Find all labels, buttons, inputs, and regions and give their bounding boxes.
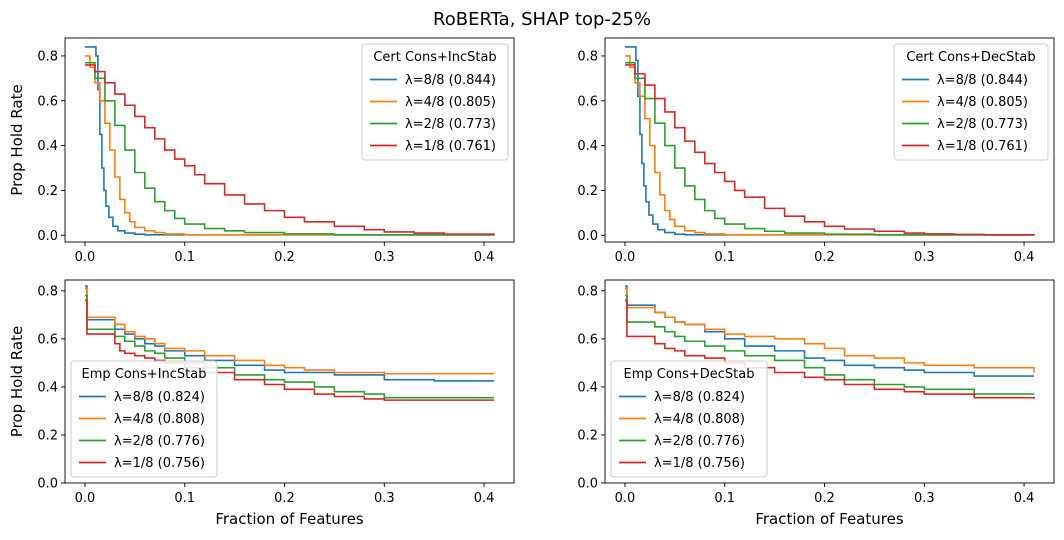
legend-entry: λ=2/8 (0.773) [405, 117, 496, 132]
y-axis-label: Prop Hold Rate [8, 84, 26, 195]
x-axis-label: Fraction of Features [215, 510, 364, 528]
axes-frame [64, 279, 515, 484]
y-tick-label: 0.4 [577, 139, 598, 154]
legend-title: Cert Cons+IncStab [373, 50, 496, 65]
legend-entry: λ=2/8 (0.776) [114, 434, 205, 449]
legend: Emp Cons+DecStab λ=8/8 (0.824) λ=4/8 (0.80… [610, 360, 768, 478]
y-tick-label: 0.6 [577, 94, 598, 109]
series-group [624, 46, 1035, 236]
axes-frame [604, 279, 1055, 484]
series-line-3 [624, 61, 1035, 236]
panel-2: 0.0 0.1 0.2 0.3 0.4 0.0 0.2 0.4 0.6 0.8 Cert Cons+… [577, 37, 1055, 265]
series-group [84, 46, 495, 236]
x-tick-label: 0.1 [174, 250, 195, 265]
y-tick-label: 0.4 [37, 380, 58, 395]
series-line-2 [84, 55, 495, 236]
x-tick-label: 0.3 [914, 250, 935, 265]
x-tick-label: 0.2 [274, 491, 295, 506]
series-line-2 [84, 287, 495, 375]
legend-entry: λ=1/8 (0.761) [937, 139, 1028, 154]
legend-title: Cert Cons+DecStab [906, 50, 1035, 65]
series-line-4 [84, 64, 495, 235]
series-line-1 [624, 46, 1035, 236]
y-tick-label: 0.6 [37, 332, 58, 347]
legend-entry: λ=4/8 (0.805) [937, 95, 1028, 110]
y-axis-label: Prop Hold Rate [8, 326, 26, 437]
y-tick-label: 0.0 [577, 229, 598, 244]
legend-entry: λ=2/8 (0.773) [937, 117, 1028, 132]
y-tick-label: 0.8 [577, 49, 598, 64]
x-tick-label: 0.0 [75, 491, 96, 506]
legend-entry: λ=1/8 (0.756) [654, 456, 745, 471]
panel-1: 0.0 0.1 0.2 0.3 0.4 0.0 0.2 0.4 0.6 0.8 Prop Hold … [8, 37, 515, 265]
x-tick-label: 0.2 [814, 491, 835, 506]
panel-3: 0.0 0.1 0.2 0.3 0.4 0.0 0.2 0.4 0.6 0.8 Fraction o… [8, 279, 515, 528]
legend-box [361, 43, 509, 161]
y-tick-label: 0.6 [577, 332, 598, 347]
legend-entry: λ=8/8 (0.844) [937, 73, 1028, 88]
series-line-4 [624, 64, 1035, 236]
y-tick-label: 0.4 [37, 139, 58, 154]
legend-title: Emp Cons+DecStab [624, 367, 755, 382]
legend-entry: λ=8/8 (0.824) [654, 390, 745, 405]
legend-entry: λ=1/8 (0.761) [405, 139, 496, 154]
series-line-2 [624, 55, 1035, 236]
y-tick-label: 0.2 [37, 184, 58, 199]
legend-entry: λ=2/8 (0.776) [654, 434, 745, 449]
axes-frame [64, 37, 515, 243]
legend-box [610, 360, 768, 478]
y-tick-label: 0.0 [37, 477, 58, 492]
x-tick-label: 0.1 [714, 491, 735, 506]
x-tick-label: 0.3 [914, 491, 935, 506]
series-line-1 [84, 46, 495, 236]
x-tick-label: 0.2 [814, 250, 835, 265]
y-tick-label: 0.8 [37, 49, 58, 64]
legend-entry: λ=4/8 (0.808) [654, 412, 745, 427]
legend-entry: λ=8/8 (0.824) [114, 390, 205, 405]
x-tick-label: 0.3 [374, 491, 395, 506]
legend-title: Emp Cons+IncStab [82, 367, 207, 382]
y-tick-label: 0.8 [577, 284, 598, 299]
legend: Cert Cons+DecStab λ=8/8 (0.844) λ=4/8 (0.8… [893, 43, 1049, 161]
series-line-3 [624, 294, 1035, 395]
y-tick-label: 0.0 [577, 477, 598, 492]
y-tick-label: 0.6 [37, 94, 58, 109]
y-tick-label: 0.8 [37, 284, 58, 299]
figure-suptitle: RoBERTa, SHAP top-25% [433, 9, 651, 30]
x-tick-label: 0.0 [615, 491, 636, 506]
x-tick-label: 0.2 [274, 250, 295, 265]
x-tick-label: 0.1 [174, 491, 195, 506]
panel-4: 0.0 0.1 0.2 0.3 0.4 0.0 0.2 0.4 0.6 0.8 Fraction o… [577, 279, 1055, 528]
x-axis-label: Fraction of Features [755, 510, 904, 528]
series-line-2 [624, 287, 1035, 373]
axes-frame [604, 37, 1055, 243]
x-tick-label: 0.1 [714, 250, 735, 265]
y-tick-label: 0.2 [37, 428, 58, 443]
y-tick-label: 0.0 [37, 229, 58, 244]
series-line-3 [84, 61, 495, 236]
y-tick-label: 0.2 [577, 184, 598, 199]
x-tick-label: 0.3 [374, 250, 395, 265]
y-tick-label: 0.4 [577, 380, 598, 395]
x-tick-label: 0.4 [1014, 250, 1035, 265]
y-tick-label: 0.2 [577, 428, 598, 443]
legend-box [70, 360, 218, 478]
x-tick-label: 0.0 [75, 250, 96, 265]
legend: Emp Cons+IncStab λ=8/8 (0.824) λ=4/8 (0.80… [70, 360, 218, 478]
legend-entry: λ=8/8 (0.844) [405, 73, 496, 88]
legend-entry: λ=1/8 (0.756) [114, 456, 205, 471]
x-tick-label: 0.0 [615, 250, 636, 265]
legend-box [893, 43, 1049, 161]
x-tick-label: 0.4 [474, 250, 495, 265]
x-tick-label: 0.4 [1014, 491, 1035, 506]
legend-entry: λ=4/8 (0.808) [114, 412, 205, 427]
legend-entry: λ=4/8 (0.805) [405, 95, 496, 110]
series-group [624, 285, 1035, 399]
legend: Cert Cons+IncStab λ=8/8 (0.844) λ=4/8 (0.8… [361, 43, 509, 161]
x-tick-label: 0.4 [474, 491, 495, 506]
